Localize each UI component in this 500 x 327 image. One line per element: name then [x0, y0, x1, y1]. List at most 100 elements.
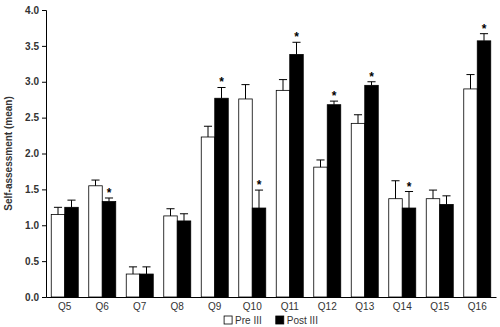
y-tick-mark	[42, 261, 46, 262]
bar	[177, 221, 191, 297]
x-tick: Q7	[133, 297, 147, 312]
x-tick: Q15	[430, 297, 449, 312]
x-tick-label: Q11	[281, 301, 300, 312]
x-tick: Q10	[243, 297, 262, 312]
error-bar	[255, 190, 263, 208]
bar	[102, 202, 116, 297]
error-cap	[54, 207, 62, 208]
error-line	[133, 267, 134, 274]
x-tick: Q16	[468, 297, 487, 312]
y-tick-label: 4.0	[25, 5, 39, 16]
bar	[464, 89, 478, 297]
bar	[290, 54, 304, 297]
y-tick-label: 2.5	[25, 112, 39, 123]
y-tick-label: 1.5	[25, 184, 39, 195]
error-bar	[316, 160, 324, 167]
error-line	[395, 181, 396, 199]
error-line	[320, 160, 321, 167]
error-cap	[129, 266, 137, 267]
error-bar	[354, 115, 362, 124]
error-bar	[67, 200, 75, 207]
y-tick-label: 1.0	[25, 220, 39, 231]
bar	[389, 199, 403, 297]
legend: Pre III Post III	[224, 315, 318, 326]
y-tick-label: 0.0	[25, 292, 39, 303]
bars	[51, 34, 491, 297]
error-bar	[180, 214, 188, 221]
x-tick: Q14	[393, 297, 412, 312]
bar	[239, 99, 253, 297]
legend-label: Post III	[287, 315, 318, 326]
bar	[201, 137, 215, 297]
legend-swatch	[276, 316, 284, 324]
x-tick-label: Q14	[393, 301, 412, 312]
error-bar	[429, 190, 437, 199]
y-tick: 0.5	[25, 256, 46, 267]
y-tick-mark	[42, 10, 46, 11]
x-tick-label: Q7	[133, 301, 147, 312]
x-axis: Q5Q6Q7Q8Q9Q10Q11Q12Q13Q14Q15Q16	[47, 297, 497, 312]
error-bar	[442, 196, 450, 205]
error-line	[409, 192, 410, 209]
bar	[215, 98, 229, 297]
y-tick-mark	[42, 297, 46, 298]
y-axis: 0.0 0.5 1.0 1.5 2.0 2.5 3.0 3.5 4.0	[25, 5, 46, 303]
bar	[276, 90, 290, 297]
error-cap	[180, 213, 188, 214]
significance-marker: *	[482, 22, 487, 36]
bar	[402, 208, 416, 297]
error-line	[245, 85, 246, 99]
bar	[314, 167, 328, 297]
error-line	[71, 200, 72, 207]
y-tick: 3.0	[25, 76, 46, 87]
x-tick: Q8	[171, 297, 185, 312]
bar	[426, 199, 440, 297]
x-tick-label: Q10	[243, 301, 262, 312]
x-tick-label: Q12	[318, 301, 337, 312]
x-tick-label: Q13	[355, 301, 374, 312]
y-tick-label: 2.0	[25, 148, 39, 159]
error-cap	[67, 200, 75, 201]
error-line	[184, 214, 185, 221]
x-axis-line	[47, 297, 497, 298]
y-tick: 3.5	[25, 41, 46, 52]
error-line	[146, 267, 147, 274]
error-bar	[91, 180, 99, 186]
bar	[477, 41, 491, 297]
x-tick: Q13	[355, 297, 374, 312]
error-cap	[466, 74, 474, 75]
error-bar	[241, 85, 249, 99]
y-tick-label: 3.5	[25, 41, 39, 52]
error-line	[58, 207, 59, 214]
y-tick-mark	[42, 82, 46, 83]
error-cap	[142, 266, 150, 267]
annotations: ********	[107, 22, 487, 200]
bar	[351, 123, 365, 297]
error-bar	[129, 267, 137, 274]
bar	[51, 214, 65, 297]
y-tick: 4.0	[25, 5, 46, 16]
x-tick-label: Q8	[171, 301, 185, 312]
y-axis-title: Self-assessment (mean)	[3, 96, 14, 211]
legend-label: Pre III	[235, 315, 262, 326]
x-tick-label: Q16	[468, 301, 487, 312]
error-bar	[204, 126, 212, 137]
error-cap	[391, 180, 399, 181]
bar	[327, 105, 341, 297]
bar	[126, 274, 140, 297]
y-tick-mark	[42, 46, 46, 47]
y-tick-mark	[42, 118, 46, 119]
error-bar	[466, 75, 474, 89]
x-tick: Q9	[208, 297, 222, 312]
y-tick: 1.5	[25, 184, 46, 195]
error-line	[283, 80, 284, 91]
x-tick-label: Q5	[58, 301, 72, 312]
error-bar	[54, 207, 62, 214]
y-axis-line	[42, 11, 47, 298]
bar	[89, 186, 103, 297]
y-tick: 2.5	[25, 112, 46, 123]
x-tick: Q11	[281, 297, 300, 312]
significance-marker: *	[219, 75, 224, 89]
x-tick: Q12	[318, 297, 337, 312]
significance-marker: *	[407, 180, 412, 194]
